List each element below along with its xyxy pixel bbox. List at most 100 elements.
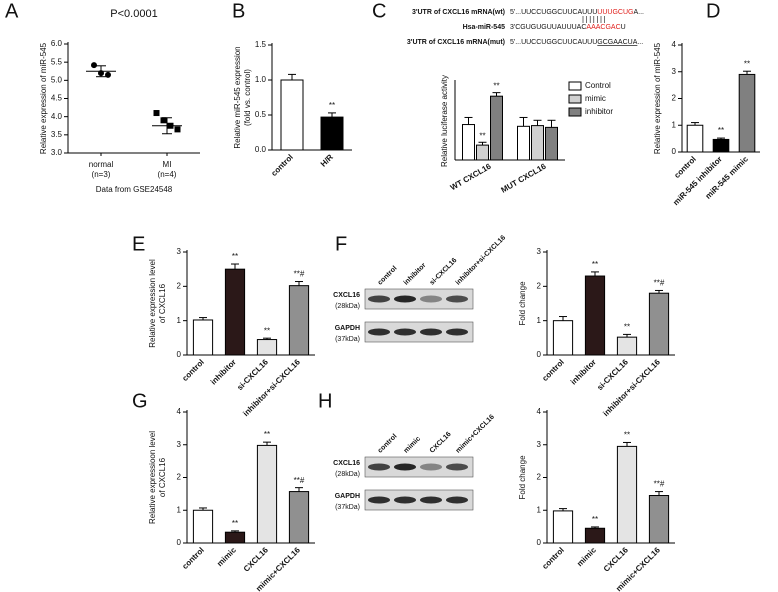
chart-title: P<0.0001: [110, 8, 157, 20]
sequence-tail: ...: [637, 39, 643, 46]
legend-label: mimic: [585, 94, 606, 103]
blot-band: [420, 295, 442, 303]
error-bar: [492, 92, 501, 97]
sequence-site: GCGAACUA: [597, 39, 637, 46]
y-tick-label: 1.5: [255, 40, 267, 49]
bar: [224, 531, 246, 544]
protein-size: (37kDa): [335, 336, 360, 343]
error-bar: [295, 487, 303, 492]
error-bar: [623, 333, 631, 338]
lane-label: control: [377, 265, 399, 287]
protein-size: (28kDa): [335, 471, 360, 478]
y-axis-label: Fold change: [518, 281, 527, 326]
blot-background: [364, 456, 474, 478]
legend-label: inhibitor: [585, 107, 613, 116]
blot-band: [420, 463, 442, 471]
error-bar: [519, 116, 528, 127]
y-axis-label: Fold change: [518, 455, 527, 500]
y-axis-label: of CXCL16: [158, 457, 167, 497]
sequence-tail: A...: [633, 9, 644, 16]
y-tick-label: 0: [177, 350, 182, 359]
bar: [490, 95, 503, 161]
bar: [648, 292, 670, 356]
protein-size: (37kDa): [335, 504, 360, 511]
significance: **: [592, 515, 598, 524]
lane-label: inhibitor+si-CXCL16: [455, 234, 507, 286]
y-tick-label: 0.0: [255, 145, 267, 154]
bar: [648, 495, 670, 544]
point: [153, 110, 160, 117]
y-tick-label: 1: [177, 316, 182, 325]
error-bar: [623, 441, 631, 447]
significance: **: [624, 431, 630, 440]
y-axis-label: (fold vs. control): [243, 69, 252, 126]
x-tick-label: inhibitor+si-CXCL16: [241, 357, 302, 418]
sequence-head: 5'...UUCCUGGCUUCAUUU: [510, 9, 597, 16]
x-axis-label: Data from GSE24548: [96, 185, 173, 194]
error-bar: [263, 441, 271, 446]
y-tick-label: 2: [672, 94, 677, 103]
blot-band: [394, 295, 416, 303]
sequence-head: 5'...UUCCUGGCUUCAUUU: [510, 39, 597, 46]
blot-band: [394, 496, 416, 504]
y-tick-label: 1.0: [255, 75, 267, 84]
blot-band: [368, 496, 390, 504]
protein-label: CXCL16: [333, 292, 360, 299]
bar: [192, 319, 214, 356]
blot-band: [394, 463, 416, 471]
protein-label: GAPDH: [335, 493, 360, 500]
panel-letter: B: [232, 0, 245, 22]
error-bar: [478, 141, 487, 146]
error-bar: [328, 112, 336, 118]
y-tick-label: 4: [177, 407, 182, 416]
y-tick-label: 4.0: [51, 112, 63, 121]
y-tick-label: 5.0: [51, 75, 63, 84]
x-tick-label: inhibitor: [569, 358, 598, 387]
y-tick-label: 3: [537, 440, 542, 449]
protein-size: (28kDa): [335, 303, 360, 310]
sequence-label: 3'UTR of CXCL16 mRNA(wt): [412, 9, 505, 16]
y-tick-label: 2: [177, 473, 182, 482]
y-tick-label: 3: [177, 247, 182, 256]
significance: **#: [294, 270, 305, 279]
y-axis-label: Relative luciferase activity: [440, 75, 449, 167]
error-bar: [231, 263, 239, 270]
bar: [552, 510, 574, 544]
bar: [288, 285, 310, 356]
significance: **: [232, 519, 238, 528]
blot-band: [368, 295, 390, 303]
panel-letter: E: [132, 233, 145, 255]
bar: [192, 509, 214, 544]
x-tick-label: control: [180, 546, 206, 572]
x-tick-label: H/R: [319, 152, 335, 168]
lane-label: mimic+CXCL16: [455, 414, 496, 455]
y-axis-label: of CXCL16: [158, 283, 167, 323]
error-bar: [655, 289, 663, 294]
bar: [686, 124, 704, 153]
sequence-label: 3'UTR of CXCL16 mRNA(mut): [407, 39, 505, 46]
x-tick-label: control: [540, 358, 566, 384]
significance: **: [264, 430, 270, 439]
x-tick-label: MI: [163, 160, 172, 169]
panel-letter: C: [372, 0, 386, 22]
y-tick-label: 4: [537, 407, 542, 416]
blot-band: [420, 496, 442, 504]
x-tick-label: control: [540, 546, 566, 572]
y-tick-label: 4: [672, 40, 677, 49]
x-tick-label: CXCL16: [242, 545, 270, 573]
panel-letter: A: [5, 0, 19, 22]
bar: [320, 116, 344, 151]
panel-letter: F: [335, 233, 347, 255]
y-tick-label: 3: [537, 247, 542, 256]
error-bar: [199, 507, 207, 511]
y-tick-label: 3.5: [51, 130, 63, 139]
sd-bar: [96, 65, 106, 78]
blot-band: [420, 328, 442, 336]
y-tick-label: 0: [177, 538, 182, 547]
y-tick-label: 4.5: [51, 94, 63, 103]
error-bar: [263, 337, 271, 340]
point: [174, 126, 181, 133]
x-tick-label: control: [672, 155, 698, 181]
point: [160, 117, 167, 124]
legend-swatch: [568, 81, 582, 91]
